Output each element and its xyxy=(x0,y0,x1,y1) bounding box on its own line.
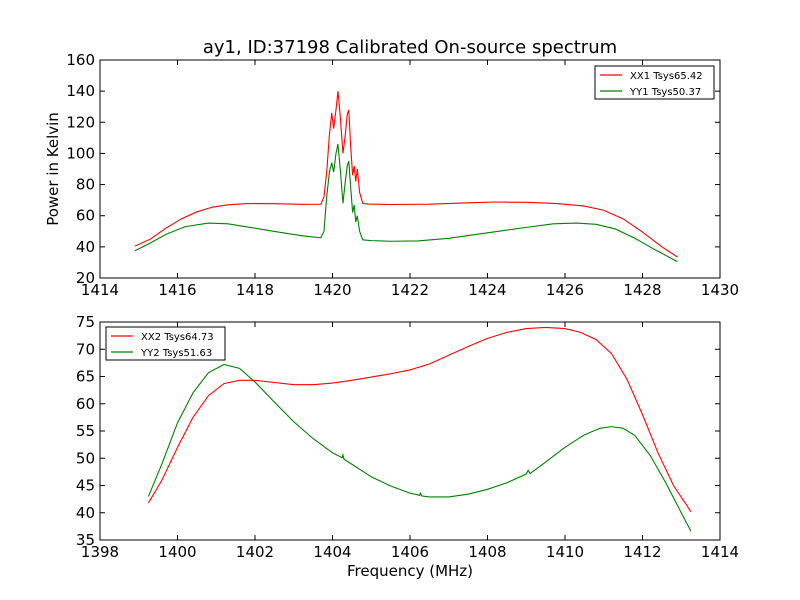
legend-box xyxy=(594,65,715,100)
bottom-plot-panel: 1398 1400 1402 1404 1406 1408 1410 1412 1414 35 40… xyxy=(76,313,739,561)
series-line-xx2 xyxy=(147,326,692,512)
y-tick-label: 35 xyxy=(76,531,95,549)
y-tick-label: 40 xyxy=(76,504,95,522)
y-tick-label: 80 xyxy=(76,176,95,194)
y-tick-label: 60 xyxy=(76,207,95,225)
y-tick-label: 75 xyxy=(76,313,95,331)
x-tick-label: 1426 xyxy=(546,281,584,299)
y-tick-label: 120 xyxy=(66,113,95,131)
legend: XX1 Tsys65.42 YY1 Tsys50.37 xyxy=(594,65,715,100)
legend: XX2 Tsys64.73 YY2 Tsys51.63 xyxy=(105,326,226,361)
x-tick-label: 1400 xyxy=(158,543,196,561)
x-axis-label: Frequency (MHz) xyxy=(347,562,473,580)
x-tick-label: 1424 xyxy=(468,281,506,299)
y-tick-label: 50 xyxy=(76,449,95,467)
x-tick-label: 1416 xyxy=(158,281,196,299)
legend-label: YY1 Tsys50.37 xyxy=(629,87,701,98)
legend-box xyxy=(105,326,226,361)
chart-title: ay1, ID:37198 Calibrated On-source spect… xyxy=(203,37,617,58)
y-tick-label: 45 xyxy=(76,477,95,495)
series-line-yy2 xyxy=(147,363,692,532)
y-tick-label: 140 xyxy=(66,82,95,100)
top-plot-panel: 1414 1416 1418 1420 1422 1424 1426 1428 1430 20 40… xyxy=(66,51,739,299)
y-tick-label: 65 xyxy=(76,368,95,386)
x-tick-label: 1420 xyxy=(313,281,351,299)
y-tick-label: 55 xyxy=(76,422,95,440)
y-tick-label: 160 xyxy=(66,51,95,69)
legend-label: XX2 Tsys64.73 xyxy=(141,332,214,343)
legend-label: YY2 Tsys51.63 xyxy=(140,348,212,359)
x-tick-label: 1430 xyxy=(701,281,739,299)
y-tick-label: 100 xyxy=(66,144,95,162)
series-line-xx1 xyxy=(134,91,678,258)
x-tick-label: 1412 xyxy=(623,543,661,561)
x-tick-label: 1408 xyxy=(468,543,506,561)
x-tick-label: 1414 xyxy=(701,543,739,561)
x-tick-label: 1404 xyxy=(313,543,351,561)
series-line-yy1 xyxy=(134,143,678,263)
y-tick-label: 60 xyxy=(76,395,95,413)
y-tick-label: 40 xyxy=(76,238,95,256)
y-axis-label: Power in Kelvin xyxy=(44,112,62,226)
x-tick-label: 1410 xyxy=(546,543,584,561)
x-tick-label: 1398 xyxy=(81,543,119,561)
x-tick-label: 1428 xyxy=(623,281,661,299)
x-tick-label: 1414 xyxy=(81,281,119,299)
x-tick-label: 1402 xyxy=(236,543,274,561)
y-tick-label: 70 xyxy=(76,340,95,358)
x-tick-label: 1422 xyxy=(391,281,429,299)
y-tick-label: 20 xyxy=(76,269,95,287)
x-tick-label: 1418 xyxy=(236,281,274,299)
legend-label: XX1 Tsys65.42 xyxy=(630,71,703,82)
x-tick-label: 1406 xyxy=(391,543,429,561)
